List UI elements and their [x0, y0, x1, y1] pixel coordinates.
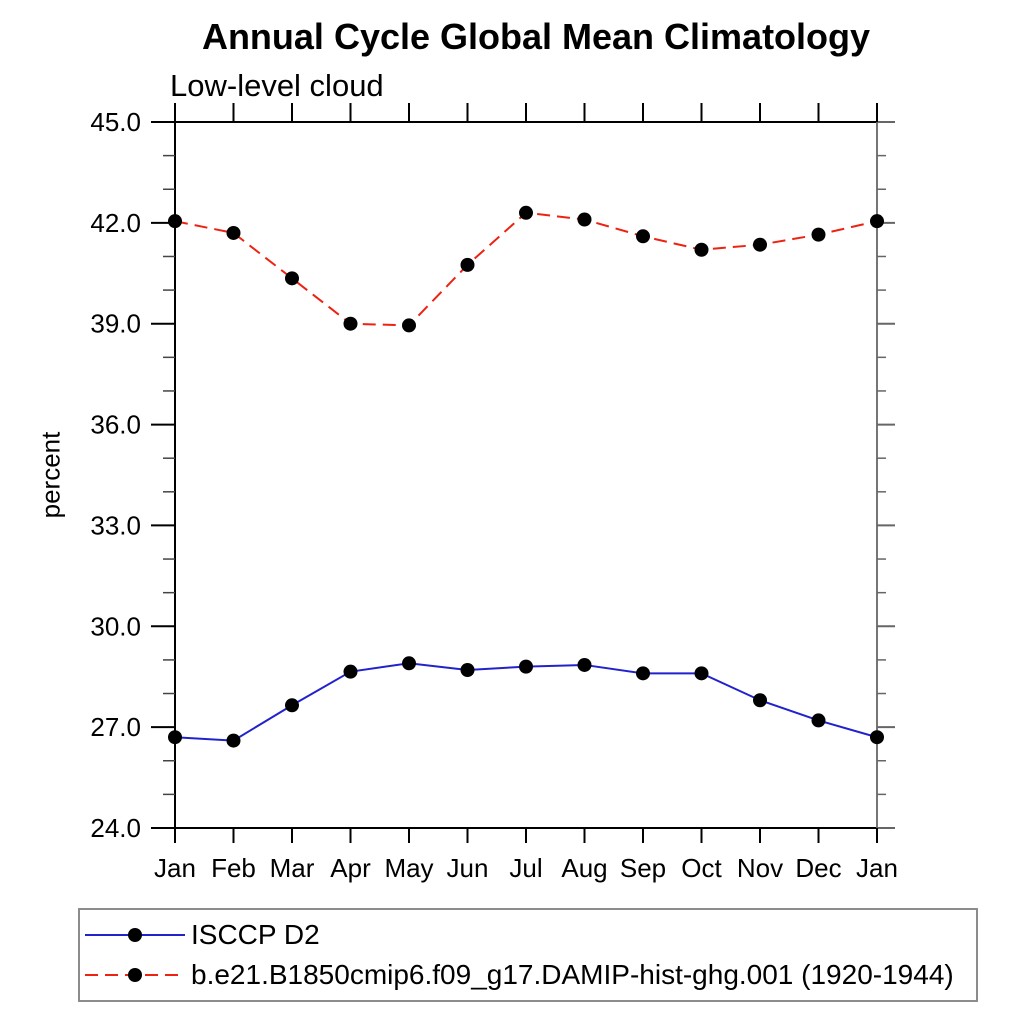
- data-point: [870, 730, 884, 745]
- data-point: [577, 657, 592, 672]
- y-tick-label: 42.0: [90, 208, 141, 238]
- series-line: [174, 211, 878, 327]
- x-tick-label: Apr: [330, 853, 371, 883]
- y-tick-label: 27.0: [90, 712, 141, 742]
- legend: ISCCP D2 b.e21.B1850cmip6.f09_g17.DAMIP-h…: [78, 908, 978, 1002]
- legend-sample-marker: [128, 968, 142, 982]
- x-tick-label: Aug: [561, 853, 607, 883]
- legend-sample: [85, 928, 185, 942]
- x-tick-label: Nov: [737, 853, 783, 883]
- y-tick-label: 36.0: [90, 410, 141, 440]
- x-tick-label: Jan: [856, 853, 898, 883]
- data-point: [402, 318, 416, 333]
- data-point: [460, 662, 475, 677]
- data-point: [226, 733, 241, 748]
- y-tick-label: 45.0: [90, 107, 141, 137]
- x-tick-label: May: [384, 853, 433, 883]
- x-tick-label: Jul: [509, 853, 542, 883]
- legend-row: b.e21.B1850cmip6.f09_g17.DAMIP-hist-ghg.…: [80, 955, 976, 995]
- legend-label: ISCCP D2: [191, 919, 320, 950]
- x-tick-label: Sep: [620, 853, 666, 883]
- data-point: [636, 666, 650, 681]
- chart-title: Annual Cycle Global Mean Climatology: [201, 16, 871, 57]
- data-point: [460, 257, 475, 272]
- x-tick-label: Dec: [795, 853, 841, 883]
- legend-row: ISCCP D2: [80, 915, 976, 955]
- data-point: [285, 698, 299, 713]
- data-point: [226, 225, 241, 240]
- x-tick-label: Jun: [447, 853, 489, 883]
- y-tick-label: 30.0: [90, 611, 141, 641]
- x-tick-label: Oct: [681, 853, 722, 883]
- data-point: [694, 666, 709, 681]
- y-tick-label: 39.0: [90, 309, 141, 339]
- data-point: [402, 656, 416, 671]
- data-point: [870, 214, 884, 229]
- x-axis-ticks: Jan Feb Mar Apr May Jun Jul Aug Sep Oct Nov Dec Jan: [154, 103, 898, 883]
- data-point: [753, 693, 767, 708]
- data-point: [168, 214, 182, 229]
- chart-subtitle: Low-level cloud: [170, 68, 384, 103]
- data-point: [811, 713, 826, 728]
- legend-label: b.e21.B1850cmip6.f09_g17.DAMIP-hist-ghg.…: [191, 959, 954, 990]
- data-point: [636, 229, 650, 244]
- series-line: [174, 662, 878, 742]
- series-0: [168, 656, 884, 748]
- data-point: [694, 242, 709, 257]
- x-tick-label: Feb: [211, 853, 256, 883]
- y-tick-label: 24.0: [90, 813, 141, 843]
- data-point: [519, 659, 533, 674]
- data-point: [811, 227, 826, 242]
- legend-sample: [85, 968, 185, 982]
- data-point: [753, 237, 767, 252]
- legend-sample-marker: [128, 928, 142, 942]
- y-axis-ticks: 24.0 27.0 30.0 33.0 36.0 39.0 42.0 45.0: [90, 107, 895, 843]
- data-point: [285, 271, 299, 286]
- data-point: [343, 664, 358, 679]
- x-tick-label: Jan: [154, 853, 196, 883]
- y-tick-label: 33.0: [90, 510, 141, 540]
- data-point: [577, 212, 592, 227]
- data-point: [168, 730, 182, 745]
- data-point: [343, 316, 358, 331]
- x-tick-label: Mar: [270, 853, 315, 883]
- data-point: [519, 205, 533, 220]
- series-1: [168, 205, 884, 333]
